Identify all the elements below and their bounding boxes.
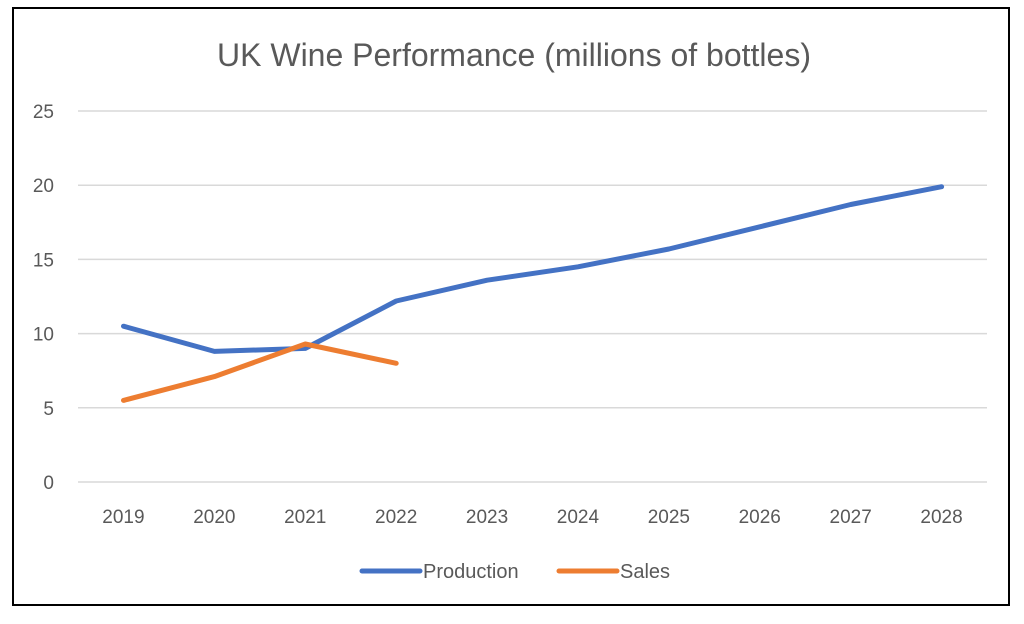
y-tick-label: 25 <box>33 102 54 123</box>
series-lines <box>121 184 945 403</box>
y-tick-label: 0 <box>43 473 54 494</box>
x-tick-label: 2025 <box>648 507 690 528</box>
y-tick-label: 20 <box>33 176 54 197</box>
x-tick-label: 2022 <box>375 507 417 528</box>
series-line-production <box>121 184 945 354</box>
x-axis-tick-labels: 2019 2020 2021 2022 2023 2024 2025 2026 2027 2028 <box>102 507 962 528</box>
legend-label: Sales <box>620 561 670 583</box>
y-tick-label: 5 <box>43 399 54 420</box>
x-tick-label: 2026 <box>739 507 781 528</box>
y-axis-tick-labels: 0 5 10 15 20 25 <box>33 102 54 494</box>
x-tick-label: 2021 <box>284 507 326 528</box>
x-tick-label: 2028 <box>920 507 962 528</box>
gridlines <box>78 110 987 483</box>
x-tick-label: 2019 <box>102 507 144 528</box>
legend-item-production: Production <box>359 561 519 583</box>
legend: Production Sales <box>359 561 670 583</box>
y-tick-label: 15 <box>33 250 54 271</box>
legend-item-sales: Sales <box>556 561 670 583</box>
x-tick-label: 2023 <box>466 507 508 528</box>
chart-title: UK Wine Performance (millions of bottles… <box>217 37 811 73</box>
x-tick-label: 2024 <box>557 507 600 528</box>
y-tick-label: 10 <box>33 325 54 346</box>
chart-frame: UK Wine Performance (millions of bottles… <box>12 7 1010 606</box>
series-line-sales <box>121 341 399 403</box>
x-tick-label: 2020 <box>193 507 235 528</box>
legend-label: Production <box>423 561 519 583</box>
x-tick-label: 2027 <box>830 507 872 528</box>
